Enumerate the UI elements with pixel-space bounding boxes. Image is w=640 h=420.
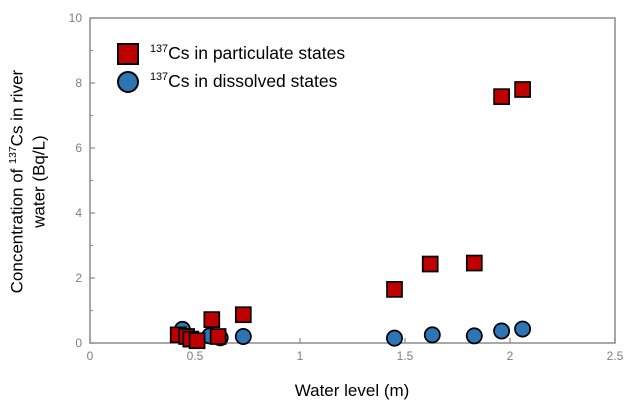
data-point-square — [421, 255, 439, 273]
data-point-circle — [465, 327, 483, 345]
legend-item-particulate: 137Cs in particulate states — [117, 40, 345, 67]
x-axis-title: Water level (m) — [294, 381, 410, 400]
data-point-square — [465, 254, 483, 272]
legend-item-dissolved: 137Cs in dissolved states — [117, 68, 345, 95]
data-point-square — [386, 281, 403, 298]
data-point-circle — [386, 329, 403, 347]
x-tick-label: 2.5 — [607, 349, 624, 363]
data-point-square — [188, 332, 206, 350]
data-point-circle — [423, 326, 441, 344]
y-tick-label: 6 — [75, 141, 82, 155]
data-point-square — [203, 311, 221, 328]
legend-label-dissolved: 137Cs in dissolved states — [150, 71, 337, 92]
isotope-superscript: 137 — [6, 146, 19, 164]
square-marker-icon — [117, 42, 139, 65]
x-tick-label: 2 — [507, 349, 514, 363]
data-point-circle — [514, 320, 532, 338]
y-axis-title: Concentration of 137Cs in river water (B… — [6, 17, 49, 347]
data-point-square — [234, 306, 252, 324]
legend-label-particulate: 137Cs in particulate states — [150, 43, 345, 64]
circle-marker-icon — [117, 70, 139, 93]
isotope-superscript: 137 — [150, 71, 169, 84]
legend: 137Cs in particulate states 137Cs in dis… — [117, 40, 345, 96]
data-point-circle — [234, 328, 252, 345]
y-tick-label: 0 — [75, 336, 82, 350]
y-tick-label: 8 — [75, 76, 82, 90]
data-point-circle — [493, 322, 511, 340]
y-title-text: Cs in river — [7, 69, 27, 147]
y-axis-title-line1: Concentration of 137Cs in river — [6, 17, 28, 347]
x-tick-label: 1.5 — [397, 349, 414, 363]
x-tick-label: 0.5 — [187, 349, 204, 363]
isotope-superscript: 137 — [150, 43, 169, 56]
y-tick-label: 4 — [75, 206, 82, 220]
legend-text: Cs in dissolved states — [168, 71, 338, 91]
y-axis-title-line2: water (Bq/L) — [29, 135, 48, 228]
data-point-square — [209, 328, 227, 345]
y-tick-label: 2 — [75, 271, 82, 285]
data-point-square — [493, 88, 510, 106]
y-title-text: Concentration of — [7, 163, 27, 294]
x-tick-label: 1 — [297, 349, 304, 363]
y-tick-label: 10 — [69, 11, 83, 25]
legend-text: Cs in particulate states — [168, 43, 346, 63]
data-point-square — [514, 81, 531, 98]
x-tick-label: 0 — [87, 349, 94, 363]
